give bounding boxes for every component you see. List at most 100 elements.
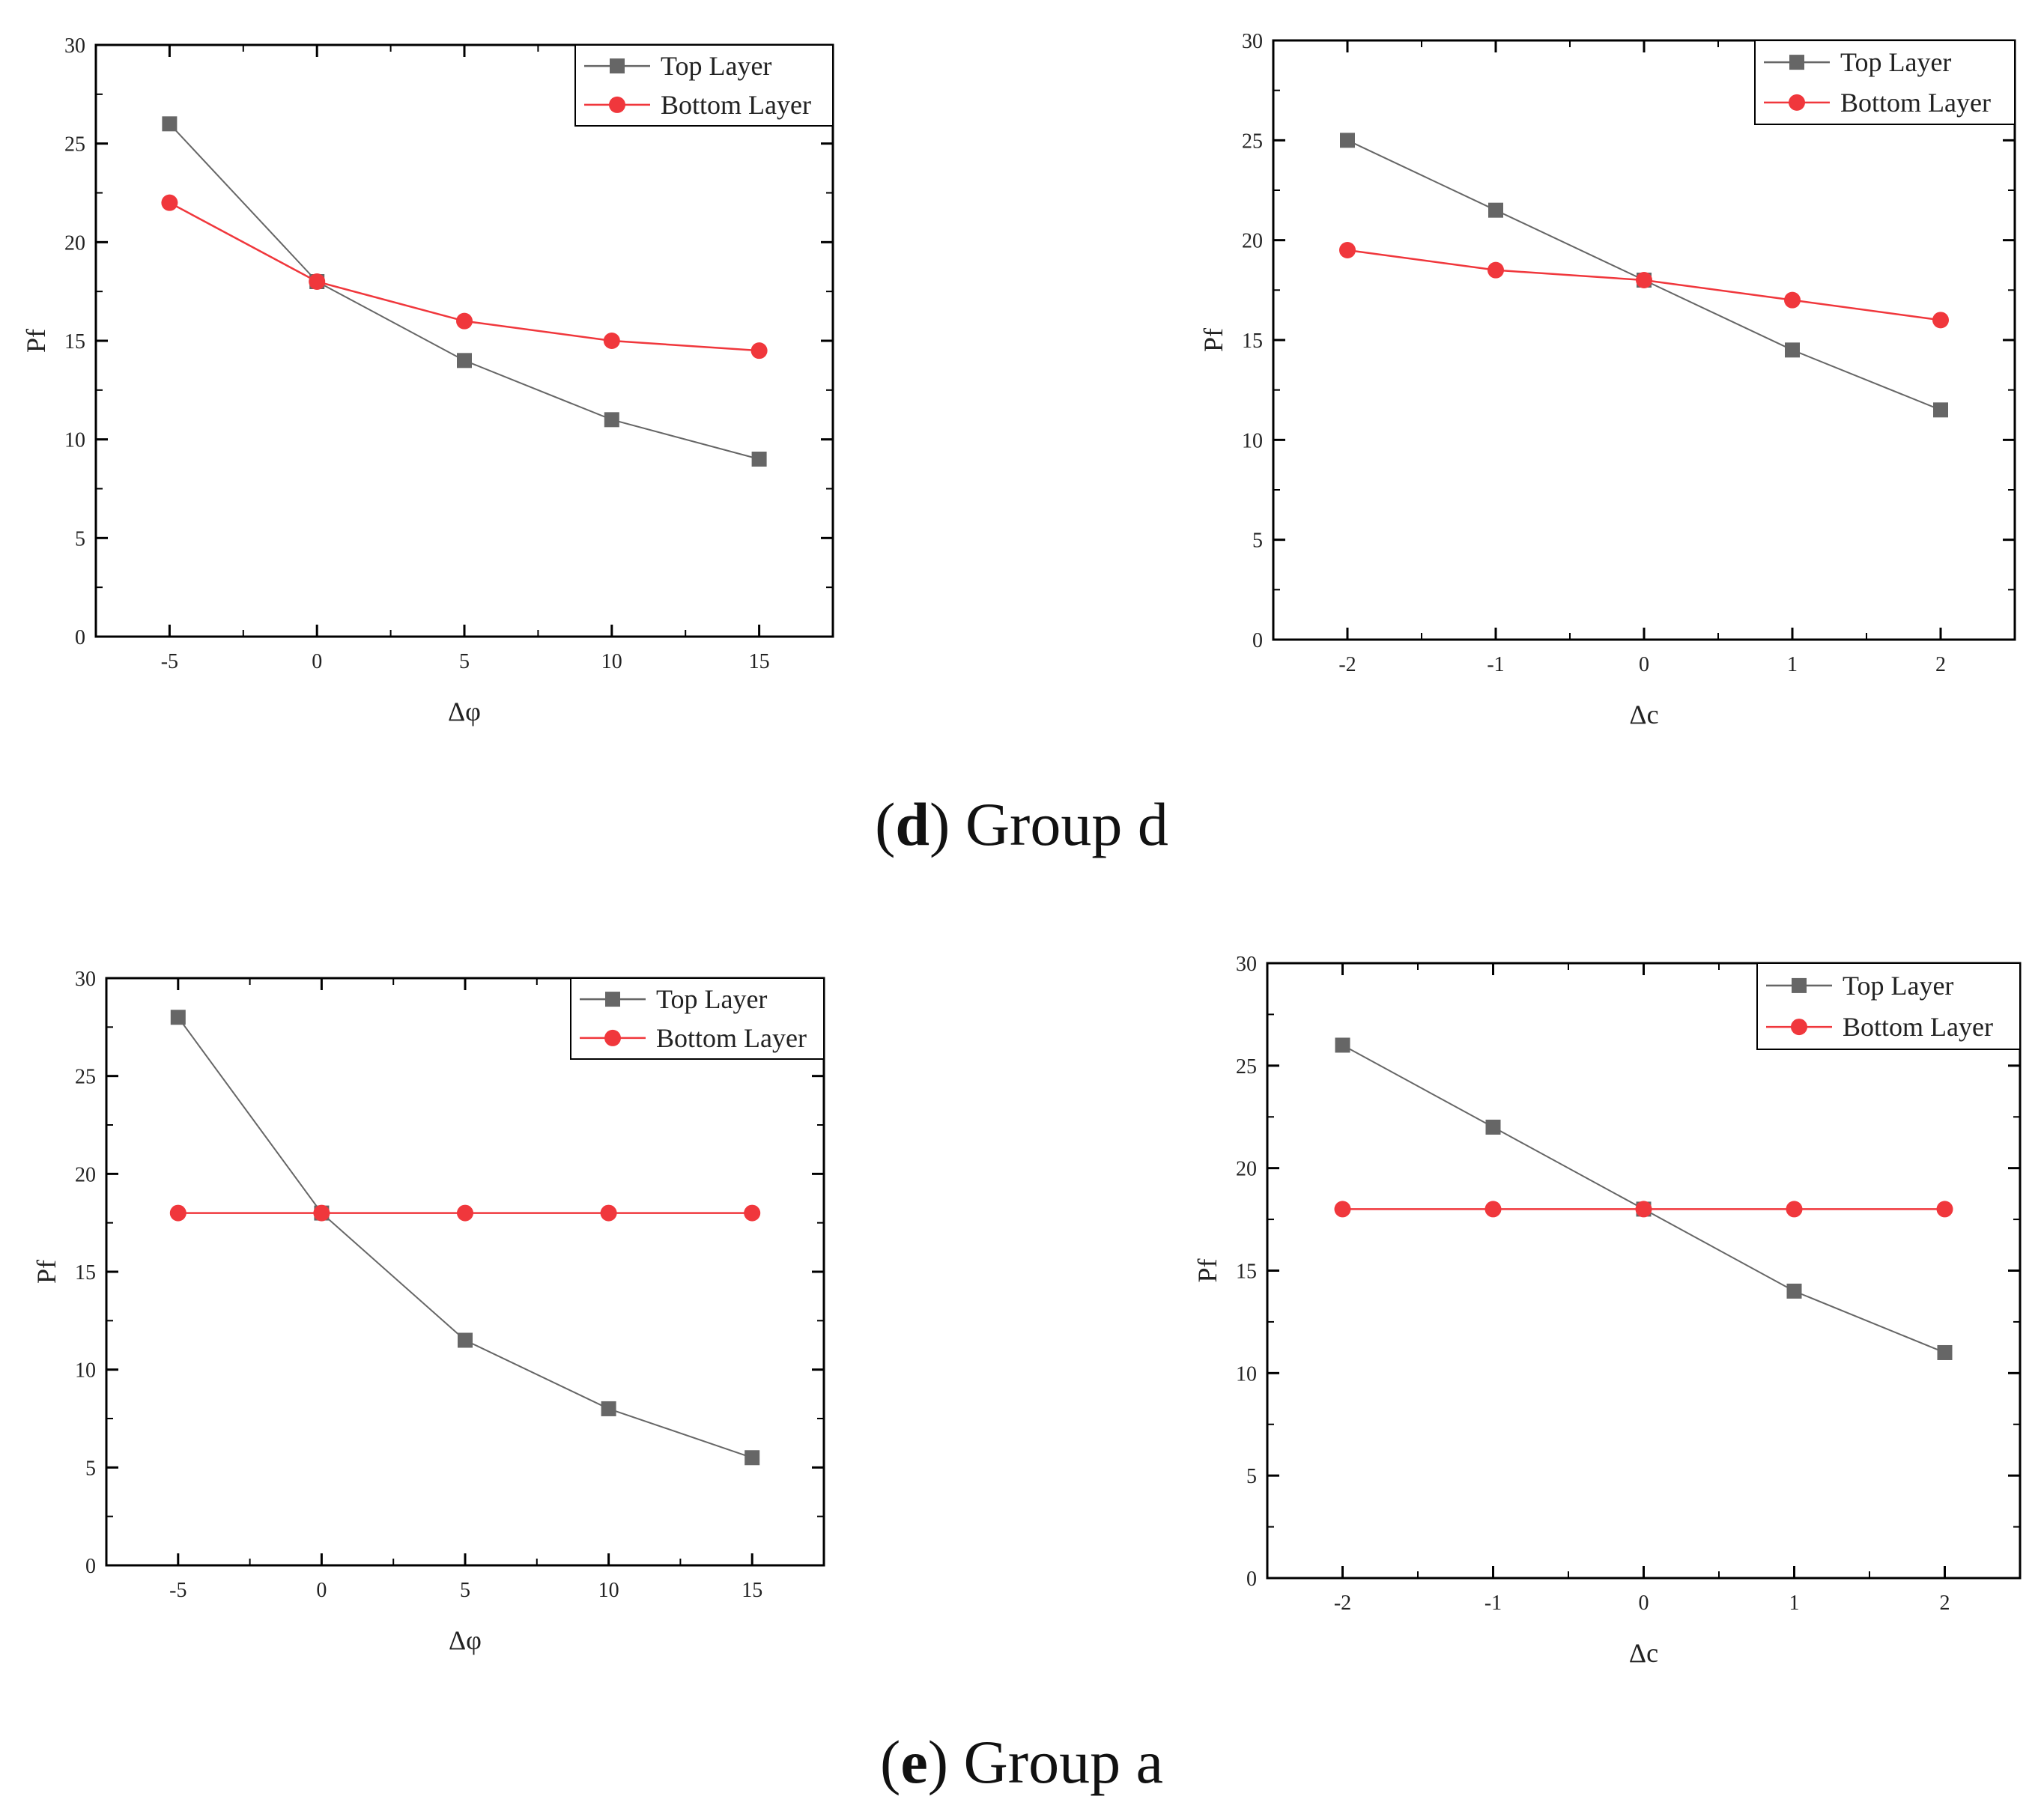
chart-panel-1: 0 5 10 15 20 25 30 -2 -1 0 1 2 Δc Pf Top Layer Bottom L… [1198,30,2016,729]
x-tick-label: 0 [316,1579,327,1602]
data-point-top-layer [744,1450,760,1466]
legend-marker-top-layer [610,58,625,74]
series-line-top-layer [177,1016,753,1459]
y-tick-label: 30 [1242,30,1263,53]
x-axis-label: Δφ [448,697,481,726]
y-tick-label: 25 [75,1066,96,1089]
data-point-bottom-layer [1487,261,1504,279]
y-tick-label: 15 [75,1261,96,1284]
data-point-bottom-layer [1786,1201,1803,1218]
x-tick-label: -2 [1334,1592,1351,1615]
legend-marker-bottom-layer [604,1029,621,1046]
x-tick-label: 2 [1940,1592,1950,1615]
x-tick-label: 1 [1787,653,1798,676]
y-tick-label: 0 [85,1555,96,1578]
plot-frame [1272,39,2016,641]
data-point-top-layer [457,353,472,368]
legend-label-bottom-layer: Bottom Layer [1843,1012,1993,1042]
x-tick-label: 0 [1639,653,1649,676]
data-point-bottom-layer [309,273,326,290]
x-axis-label: Δc [1629,700,1658,729]
y-tick-label: 15 [1242,330,1263,353]
data-point-top-layer [162,116,178,132]
y-axis-label: Pf [1198,328,1228,352]
x-tick-label: -1 [1487,653,1504,676]
legend-marker-bottom-layer [609,96,625,113]
y-tick-label: 15 [1236,1261,1257,1284]
data-point-top-layer [1786,1283,1802,1299]
data-point-top-layer [604,412,619,428]
data-point-top-layer [751,452,767,467]
data-point-top-layer [1340,133,1355,148]
data-point-bottom-layer [1485,1201,1502,1218]
data-point-bottom-layer [169,1204,186,1222]
legend-label-top-layer: Top Layer [656,984,767,1014]
x-tick-label: 5 [459,650,470,673]
y-tick-label: 15 [64,330,85,354]
y-tick-label: 10 [1242,429,1263,452]
y-tick-label: 25 [1242,130,1263,153]
y-tick-label: 20 [1236,1158,1257,1181]
series-line-top-layer [169,123,759,460]
y-tick-label: 5 [75,527,85,550]
series-line-top-layer [1342,1044,1945,1353]
caption-e-paren-open: ( [880,1728,900,1796]
data-point-bottom-layer [1784,291,1801,309]
plot-frame [94,43,834,638]
y-tick-label: 0 [1252,629,1263,652]
data-point-bottom-layer [1932,312,1949,329]
legend-label-top-layer: Top Layer [1843,971,1953,1001]
chart-panel-0: 0 5 10 15 20 25 30 -5 0 5 10 15 Δφ Pf Top Layer Bottom … [21,34,834,726]
y-tick-label: 30 [75,968,96,991]
data-point-top-layer [601,1401,616,1416]
legend-label-bottom-layer: Bottom Layer [1840,88,1991,118]
legend-label-bottom-layer: Bottom Layer [656,1023,807,1053]
data-point-bottom-layer [1936,1201,1953,1218]
caption-d-label: d [895,790,929,858]
y-tick-label: 0 [1246,1568,1257,1591]
data-point-top-layer [1488,202,1503,218]
data-point-bottom-layer [1334,1201,1351,1218]
caption-e-paren-close: ) [928,1728,948,1796]
x-tick-label: -5 [169,1579,186,1602]
caption-d-paren-close: ) [929,790,950,858]
y-tick-label: 10 [75,1359,96,1383]
plot-frame [1266,962,2022,1580]
x-tick-label: 5 [460,1579,470,1602]
x-tick-label: 15 [742,1579,762,1602]
y-tick-label: 5 [1246,1465,1257,1488]
legend-box [1756,962,2021,1050]
caption-d-paren-open: ( [875,790,895,858]
legend: Top Layer Bottom Layer [574,44,834,127]
x-tick-label: 10 [598,1579,619,1602]
data-point-bottom-layer [456,312,473,330]
x-tick-label: -2 [1338,653,1356,676]
data-point-top-layer [1335,1037,1350,1053]
data-point-bottom-layer [750,342,768,360]
legend-label-top-layer: Top Layer [661,51,771,81]
y-tick-label: 20 [75,1163,96,1186]
data-point-bottom-layer [603,333,620,349]
y-tick-label: 0 [75,626,85,649]
x-axis-label: Δc [1629,1638,1658,1668]
caption-group-a: (e) Group a [880,1728,1163,1796]
x-tick-label: -5 [161,650,178,673]
legend-marker-bottom-layer [1791,1019,1807,1036]
x-tick-label: 10 [601,650,622,673]
data-point-bottom-layer [600,1204,617,1222]
legend-label-top-layer: Top Layer [1840,47,1951,77]
y-axis-label: Pf [21,329,51,353]
data-point-bottom-layer [1635,1201,1652,1218]
data-point-bottom-layer [457,1204,473,1222]
legend-marker-top-layer [1789,55,1804,70]
x-tick-label: 0 [312,650,322,673]
data-point-top-layer [1785,342,1800,358]
chart-panel-3: 0 5 10 15 20 25 30 -2 -1 0 1 2 Δc Pf Top Layer Bottom L… [1192,953,2022,1668]
data-point-top-layer [1485,1119,1501,1135]
data-point-top-layer [170,1010,186,1025]
data-point-bottom-layer [1636,272,1652,288]
x-tick-label: 0 [1639,1592,1649,1615]
y-tick-label: 10 [64,429,85,452]
legend: Top Layer Bottom Layer [570,977,825,1060]
